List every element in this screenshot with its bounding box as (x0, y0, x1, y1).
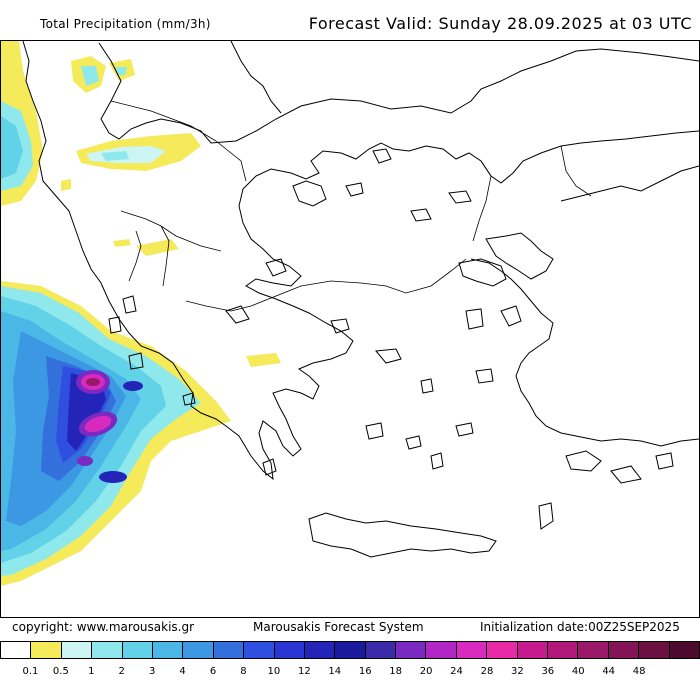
legend-tick-label: 10 (267, 666, 281, 677)
legend-swatch (486, 641, 517, 659)
legend-tick-label: 20 (419, 666, 433, 677)
legend-tick-label: 12 (297, 666, 311, 677)
map-title: Total Precipitation (mm/3h) (40, 17, 211, 31)
legend-tick-label: 40 (571, 666, 585, 677)
legend-swatch (151, 641, 183, 659)
legend-swatch (425, 641, 456, 659)
legend-tick-label: 1 (88, 666, 95, 677)
legend-tick-label: 18 (389, 666, 403, 677)
legend-swatch (364, 641, 396, 659)
legend-swatch (212, 641, 244, 659)
copyright-text: copyright: www.marousakis.gr (12, 620, 195, 634)
legend-swatch (607, 641, 639, 659)
legend-tick-label: 14 (328, 666, 342, 677)
legend-swatch (273, 641, 304, 659)
legend-tick-label: 2 (118, 666, 125, 677)
legend-tick-label: 16 (358, 666, 372, 677)
legend-tick-label: 6 (209, 666, 217, 677)
legend-swatch (334, 641, 365, 659)
system-name: Marousakis Forecast System (253, 620, 424, 634)
legend-swatch (0, 641, 31, 659)
legend-swatch (182, 641, 213, 659)
forecast-valid-text: Forecast Valid: Sunday 28.09.2025 at 03 … (308, 14, 692, 33)
precipitation-map (0, 40, 700, 618)
legend-tick-label: 32 (511, 666, 524, 677)
legend-swatch (577, 641, 608, 659)
legend-swatch (395, 641, 426, 659)
legend-tick-label: 0.1 (22, 666, 39, 677)
legend-tick-labels: 0.1 0.5 1 2 3 4 6 8 10 12 14 16 18 20 24 28 32 36 40 44 48 (0, 664, 700, 682)
map-header: Total Precipitation (mm/3h) Forecast Val… (0, 0, 700, 40)
legend-tick-label: 36 (541, 666, 555, 677)
country-borders (110, 100, 592, 312)
map-footer: copyright: www.marousakis.gr Marousakis … (0, 618, 700, 638)
initialization-date: Initialization date:00Z25SEP2025 (480, 620, 680, 634)
legend-tick-label: 8 (240, 666, 247, 677)
legend-swatch (455, 641, 487, 659)
precipitation-field (1, 41, 281, 586)
legend-swatch (243, 641, 274, 659)
map-canvas (1, 41, 699, 586)
legend-swatch (547, 641, 578, 659)
legend-swatch (91, 641, 122, 659)
legend-tick-label: 3 (148, 666, 156, 677)
legend-swatch (668, 641, 700, 659)
legend-swatch (30, 641, 61, 659)
legend-tick-label: 48 (632, 666, 646, 677)
legend-tick-label: 4 (179, 666, 186, 677)
legend-swatch (638, 641, 669, 659)
legend-tick-label: 24 (450, 666, 463, 677)
legend-tick-label: 44 (602, 666, 616, 677)
legend-tick-label: 28 (480, 666, 494, 677)
color-legend (0, 641, 700, 661)
legend-swatch (303, 641, 335, 659)
legend-tick-label: 0.5 (52, 666, 69, 677)
legend-swatch (60, 641, 92, 659)
legend-swatch (121, 641, 152, 659)
coastlines (22, 41, 699, 558)
legend-swatch (516, 641, 548, 659)
